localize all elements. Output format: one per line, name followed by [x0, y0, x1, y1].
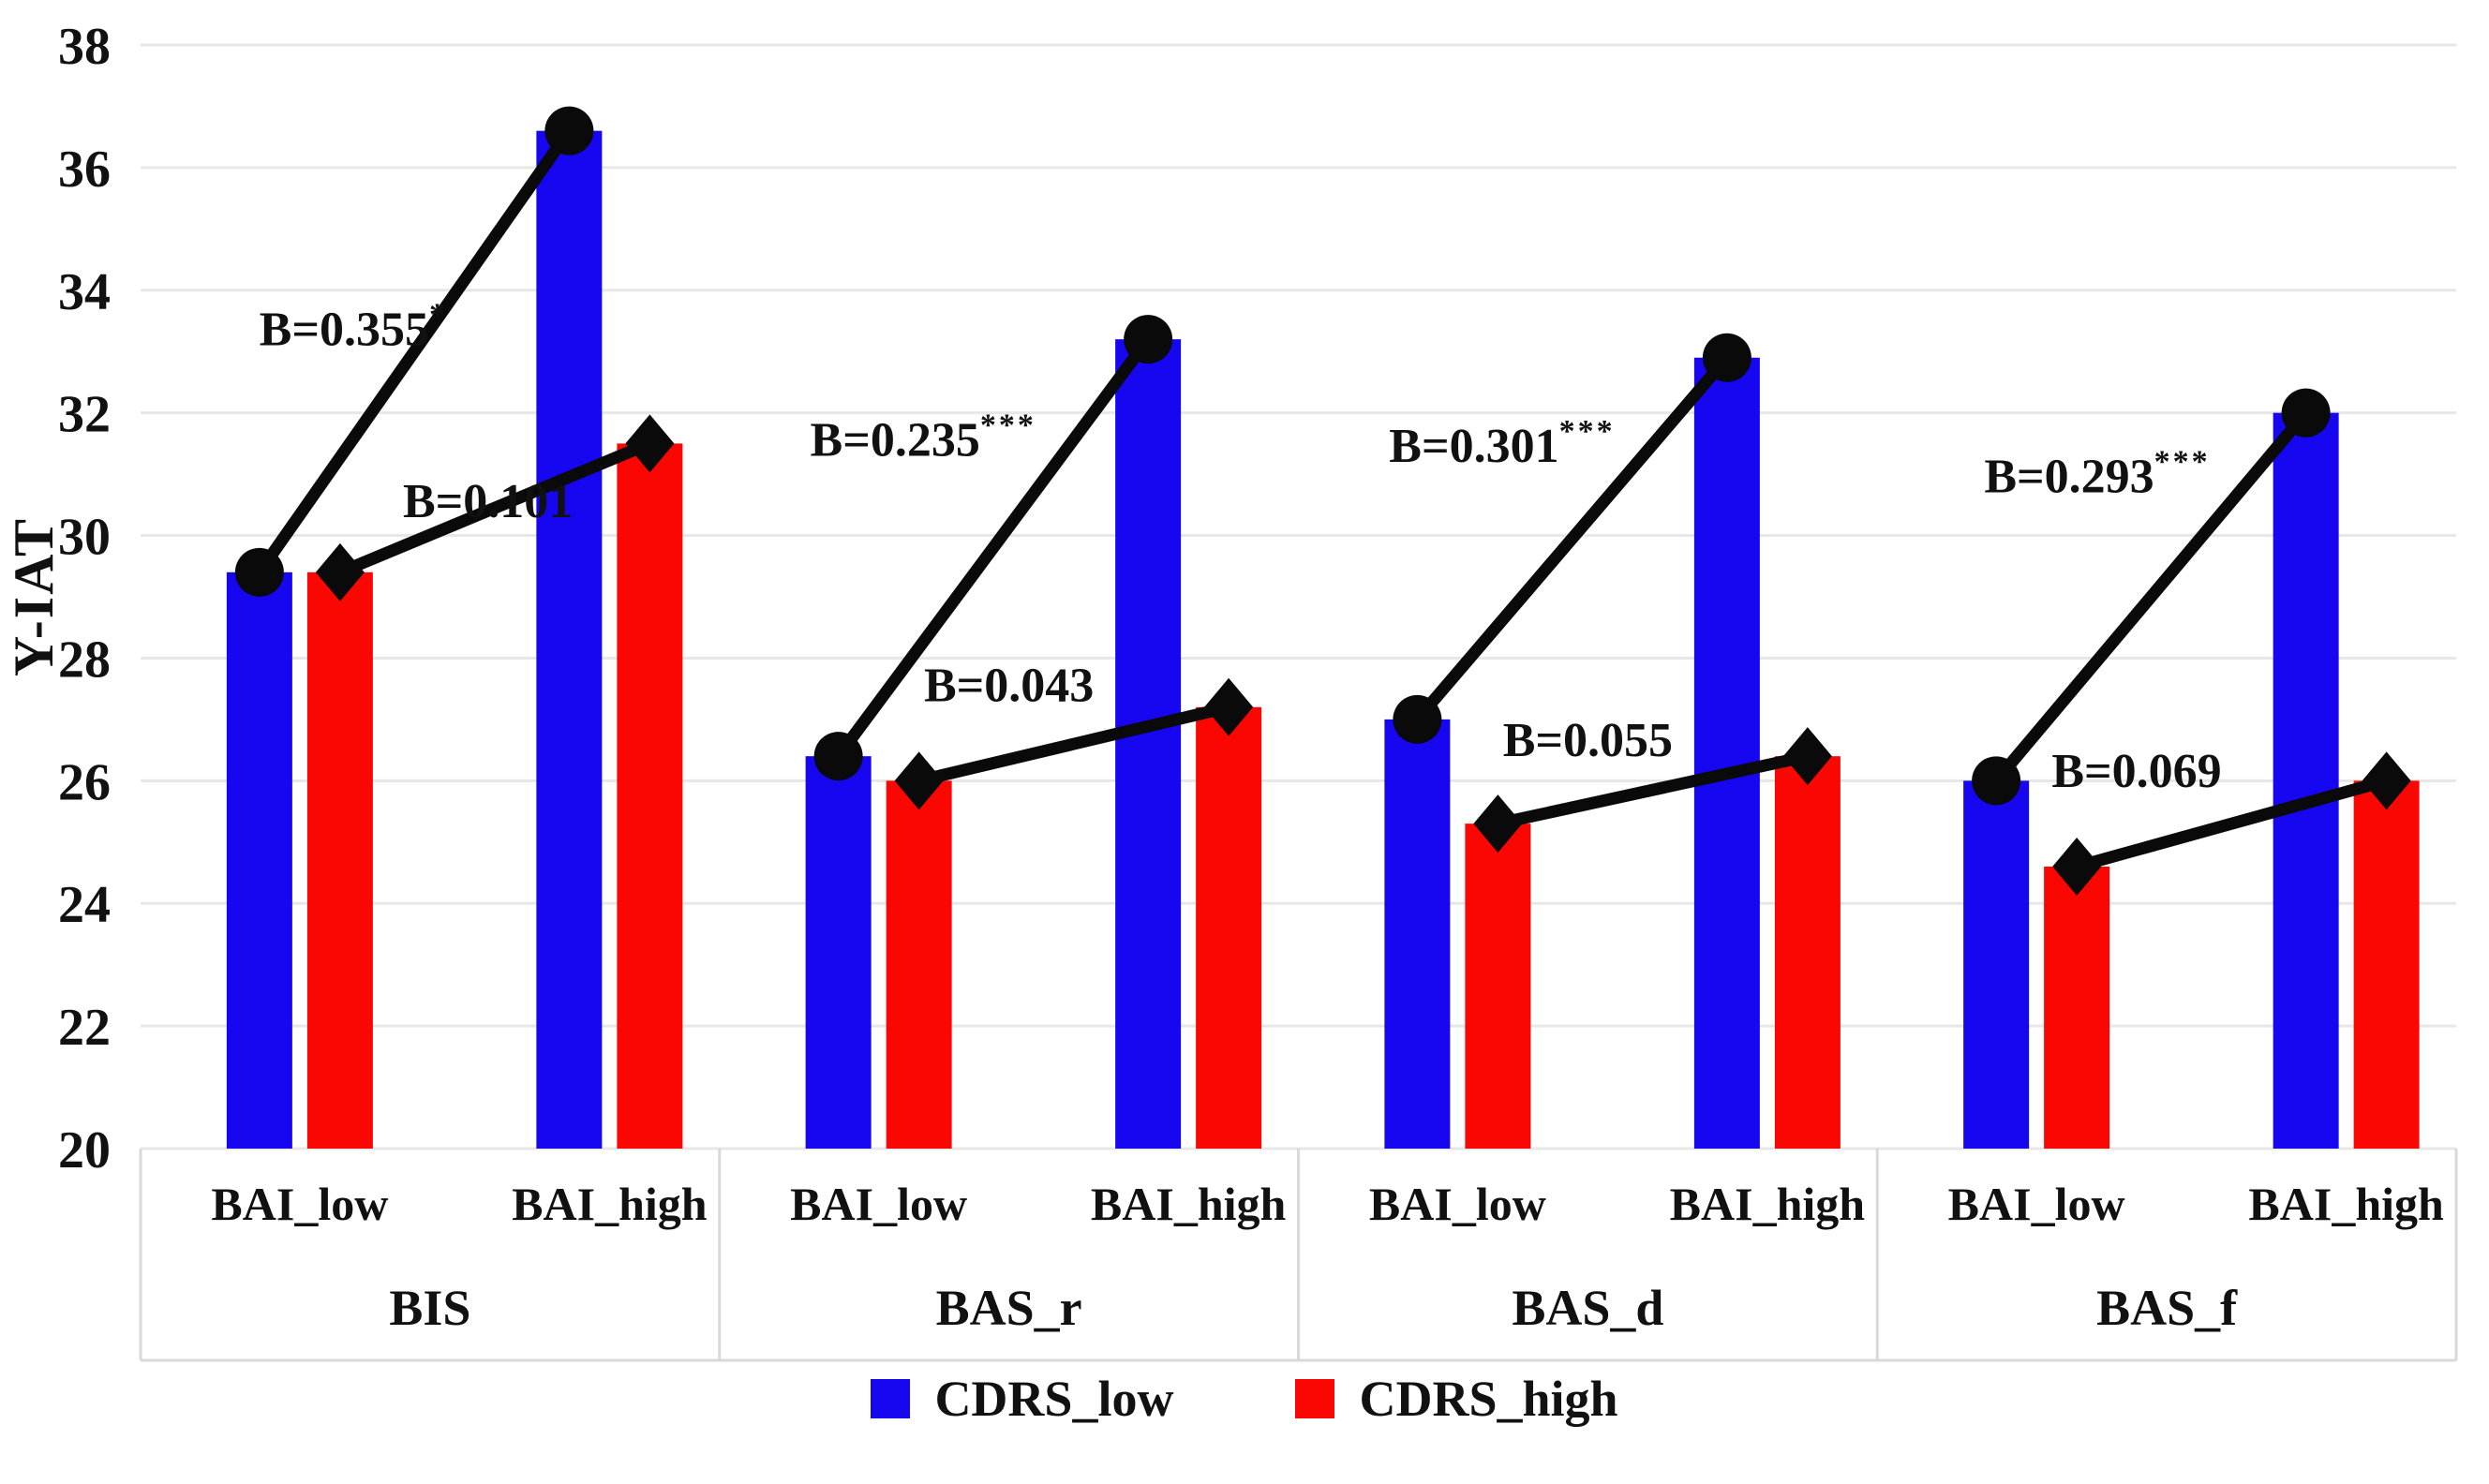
- x-group-label-BAS_d: BAS_d: [1512, 1280, 1663, 1336]
- annotation-B=0.101: B=0.101: [403, 475, 573, 528]
- diamond-marker: [1782, 727, 1832, 786]
- bar-CDRS_high-BAS_d-BAI_high: [1774, 756, 1841, 1149]
- bar-CDRS_low-BAS_f-BAI_high: [2273, 412, 2339, 1150]
- trend-line-CDRS_low-BAS_d: [1410, 351, 1734, 726]
- annotation-B=0.069: B=0.069: [2051, 745, 2221, 798]
- legend-swatch-CDRS_low: [871, 1379, 911, 1418]
- trend-line-CDRS_low-BIS: [253, 125, 575, 579]
- diamond-marker: [1473, 794, 1523, 853]
- trend-line-CDRS_high-BAS_f: [2070, 774, 2393, 873]
- annotation-B=0.235: B=0.235***: [811, 408, 1036, 467]
- diamond-marker: [1204, 677, 1254, 736]
- circle-marker: [1972, 756, 2021, 806]
- trend-line-CDRS_high-BAS_r: [913, 701, 1235, 787]
- annotation-B=0.355: B=0.355*: [260, 298, 448, 357]
- legend-item-CDRS_low: CDRS_low: [871, 1370, 1173, 1428]
- y-tick-label: 36: [58, 141, 111, 199]
- y-tick-label: 28: [58, 631, 111, 689]
- y-tick-label: 38: [58, 18, 111, 76]
- bar-CDRS_high-BAS_r-BAI_high: [1196, 706, 1262, 1149]
- y-tick-label: 20: [58, 1121, 111, 1180]
- bar-CDRS_low-BAS_d-BAI_low: [1384, 719, 1451, 1149]
- y-tick-label: 30: [58, 509, 111, 567]
- annotation-B=0.293: B=0.293***: [1984, 445, 2210, 504]
- legend-label-CDRS_low: CDRS_low: [934, 1371, 1174, 1427]
- x-sub-label-BAS_d-BAI_low: BAI_low: [1369, 1178, 1546, 1230]
- bar-CDRS_low-BAS_d-BAI_high: [1693, 357, 1760, 1149]
- bar-CDRS_high-BIS-BAI_high: [617, 443, 683, 1149]
- trend-line-CDRS_low-BAS_f: [1990, 407, 2313, 787]
- x-sub-label-BIS-BAI_low: BAI_low: [211, 1178, 388, 1230]
- circle-marker: [1702, 333, 1751, 382]
- x-group-label-BAS_f: BAS_f: [2096, 1280, 2238, 1336]
- bar-CDRS_high-BAS_r-BAI_low: [886, 780, 952, 1149]
- circle-marker: [1124, 315, 1173, 364]
- bar-CDRS_low-BIS-BAI_low: [226, 571, 292, 1149]
- legend: CDRS_low CDRS_high: [0, 1370, 2489, 1428]
- y-tick-label: 22: [58, 999, 111, 1057]
- circle-marker: [234, 547, 284, 597]
- legend-swatch-CDRS_high: [1295, 1379, 1335, 1418]
- x-group-label-BAS_r: BAS_r: [936, 1280, 1082, 1336]
- annotation-B=0.043: B=0.043: [924, 659, 1094, 712]
- y-tick-label: 32: [58, 386, 111, 444]
- y-tick-label: 24: [58, 876, 111, 934]
- annotation-B=0.301: B=0.301***: [1389, 414, 1615, 473]
- trend-line-CDRS_high-BAS_d: [1491, 749, 1814, 830]
- y-axis-label: Y-IAT: [3, 517, 65, 676]
- y-tick-label: 26: [58, 753, 111, 811]
- diamond-marker: [2362, 751, 2411, 810]
- bar-CDRS_high-BAS_f-BAI_low: [2044, 866, 2110, 1149]
- legend-label-CDRS_high: CDRS_high: [1359, 1371, 1618, 1427]
- y-tick-label: 34: [58, 263, 111, 321]
- bar-CDRS_low-BAS_r-BAI_high: [1115, 339, 1182, 1150]
- trend-line-CDRS_high-BIS: [334, 437, 656, 579]
- trend-line-CDRS_low-BAS_r: [832, 333, 1155, 763]
- circle-marker: [544, 106, 594, 156]
- x-sub-label-BAS_f-BAI_high: BAI_high: [2248, 1178, 2444, 1230]
- x-group-label-BIS: BIS: [389, 1280, 470, 1336]
- bar-CDRS_low-BAS_r-BAI_low: [805, 756, 872, 1149]
- diamond-marker: [894, 751, 944, 810]
- x-sub-label-BAS_r-BAI_low: BAI_low: [790, 1178, 967, 1230]
- circle-marker: [2281, 388, 2331, 438]
- diamond-marker: [2052, 837, 2102, 896]
- diamond-marker: [625, 414, 675, 473]
- bar-CDRS_high-BIS-BAI_low: [306, 571, 373, 1149]
- x-sub-label-BAS_d-BAI_high: BAI_high: [1670, 1178, 1866, 1230]
- x-sub-label-BIS-BAI_high: BAI_high: [512, 1178, 708, 1230]
- bar-CDRS_low-BIS-BAI_high: [536, 130, 603, 1150]
- legend-item-CDRS_high: CDRS_high: [1295, 1370, 1618, 1428]
- circle-marker: [813, 732, 863, 781]
- diamond-marker: [315, 542, 365, 601]
- x-sub-label-BAS_f-BAI_low: BAI_low: [1948, 1178, 2125, 1230]
- x-sub-label-BAS_r-BAI_high: BAI_high: [1091, 1178, 1287, 1230]
- annotation-B=0.055: B=0.055: [1503, 714, 1673, 767]
- circle-marker: [1393, 694, 1442, 744]
- bar-CDRS_high-BAS_f-BAI_high: [2353, 780, 2420, 1149]
- bar-CDRS_high-BAS_d-BAI_low: [1465, 824, 1531, 1149]
- bar-CDRS_low-BAS_f-BAI_low: [1963, 780, 2030, 1149]
